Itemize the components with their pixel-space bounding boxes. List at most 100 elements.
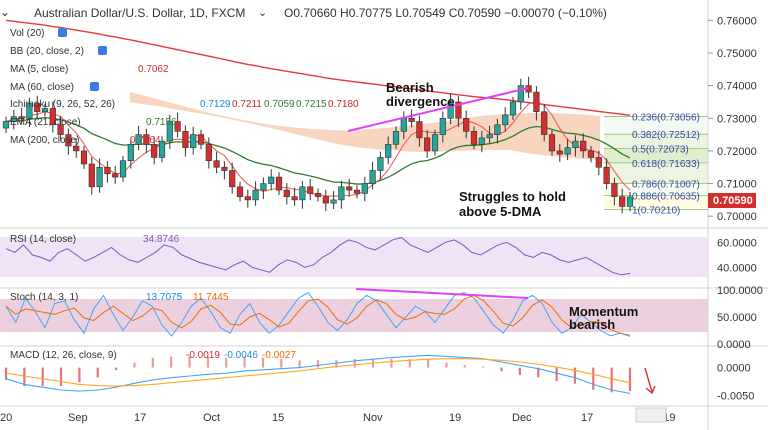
rsi-axis: 60.0000 40.0000: [717, 237, 757, 274]
vol-legend[interactable]: Vol (20): [10, 28, 44, 39]
candle-body: [252, 189, 259, 201]
ema-value: 0.7156: [146, 117, 177, 128]
price-divergence-line[interactable]: [347, 87, 529, 132]
annotation-line-1: Momentum: [569, 304, 638, 319]
candle-body: [587, 150, 595, 158]
fib-level-label: 0.236(0.73056): [632, 112, 700, 123]
time-tick-label: Nov: [363, 412, 383, 424]
candle-body: [416, 121, 423, 139]
price-tick-label: 0.74000: [717, 81, 757, 93]
candle-body: [494, 124, 501, 135]
macd-value-signal: -0.0027: [262, 350, 296, 361]
candle-body: [619, 196, 626, 207]
candle-body: [509, 101, 517, 116]
rsi-line: [5, 236, 631, 276]
macd-value-hist: -0.0019: [186, 350, 220, 361]
candle-body: [455, 101, 462, 119]
time-tick-label: 17: [134, 412, 146, 424]
stoch-divergence-line[interactable]: [355, 288, 529, 299]
candle-body: [26, 103, 33, 119]
down-arrow-icon: [644, 367, 656, 395]
stoch-tick-label: 0.0000: [717, 339, 751, 351]
candle-body: [369, 170, 376, 184]
macd-signal-line: [5, 358, 631, 387]
ichimoku-value-3: 0.7059: [264, 99, 295, 110]
candle-body: [377, 157, 384, 171]
time-cursor-tag: [635, 407, 667, 423]
bb-legend[interactable]: BB (20, close, 2): [10, 46, 84, 57]
candle-body: [158, 140, 166, 158]
candle-body: [470, 131, 478, 145]
fib-level-label: 0.5(0.72073): [632, 145, 689, 156]
candle-body: [463, 117, 470, 132]
candle-body: [307, 186, 314, 194]
time-tick-label: 20: [0, 412, 12, 424]
stoch-k-value: 13.7075: [146, 292, 183, 303]
stoch-tick-label: 50.0000: [717, 312, 757, 324]
eye-icon[interactable]: [98, 46, 107, 55]
candle-body: [73, 145, 80, 152]
candle-body: [143, 134, 150, 145]
stoch-band: [0, 299, 708, 332]
candle-body: [548, 134, 556, 152]
price-tick-label: 0.71000: [717, 179, 757, 191]
macd-legend[interactable]: MACD (12, 26, close, 9): [10, 350, 117, 361]
ma200-legend[interactable]: MA (200, close): [10, 135, 79, 146]
ohlc-readout: O0.70660 H0.70775 L0.70549 C0.70590 −0.0…: [284, 6, 607, 20]
candle-body: [424, 137, 431, 152]
last-price-tag: [708, 193, 756, 208]
ema-legend[interactable]: EMA (21, close): [10, 117, 81, 128]
ma200-line: [5, 19, 631, 117]
price-tick-label: 0.76000: [717, 15, 757, 27]
candle-body: [151, 144, 158, 158]
candle-body: [431, 134, 439, 152]
candle-body: [580, 140, 587, 152]
candle-body: [603, 166, 610, 184]
candle-body: [166, 121, 173, 142]
candle-body: [330, 199, 337, 204]
candle-body: [205, 144, 212, 162]
candle-body: [174, 121, 181, 132]
candle-body: [408, 117, 415, 122]
candle-body: [626, 196, 634, 207]
candle-body: [96, 166, 103, 188]
candle-body: [275, 176, 283, 191]
candle-body: [41, 108, 49, 113]
candle-body: [268, 176, 275, 184]
rsi-tick-label: 60.0000: [717, 237, 757, 249]
stoch-axis: 100.0000 50.0000 0.0000: [717, 285, 763, 351]
stoch-d-value: 11.7445: [193, 292, 229, 303]
chevron-down-icon[interactable]: ⌄: [0, 5, 10, 19]
candle-body: [314, 193, 322, 197]
fib-level-label: 0.786(0.71007): [632, 179, 700, 190]
eye-icon[interactable]: [90, 82, 99, 91]
ma60-legend[interactable]: MA (60, close): [10, 82, 74, 93]
stoch-legend[interactable]: Stoch (14, 3, 1): [10, 292, 78, 303]
candle-body: [88, 163, 95, 188]
candle-body: [197, 134, 205, 145]
ichimoku-legend[interactable]: Ichimoku (9, 26, 52, 26): [10, 99, 115, 110]
candle-body: [478, 137, 485, 145]
candle-body: [236, 186, 244, 197]
last-price-label: 0.70590: [713, 195, 753, 207]
candle-body: [346, 186, 353, 191]
ma5-legend[interactable]: MA (5, close): [10, 64, 68, 75]
eye-icon[interactable]: [58, 28, 67, 37]
time-tick-label: 17: [581, 412, 593, 424]
candle-body: [541, 111, 548, 135]
candle-body: [385, 144, 392, 158]
chevron-icon[interactable]: ⌄: [258, 7, 267, 19]
ma200-value: 0.7364: [130, 135, 161, 146]
candle-body: [595, 157, 602, 168]
candle-body: [392, 131, 400, 145]
rsi-legend[interactable]: RSI (14, close): [10, 234, 76, 245]
fib-level-label: 0.886(0.70635): [632, 191, 700, 202]
macd-histogram: [4, 356, 632, 393]
candle-body: [57, 124, 64, 135]
rsi-tick-label: 40.0000: [717, 262, 757, 274]
fib-band: [604, 116, 708, 135]
chart-title: Australian Dollar/U.S. Dollar, 1D, FXCM: [34, 6, 245, 20]
candle-body: [229, 170, 236, 188]
fib-band: [604, 134, 708, 149]
struggles-annotation: Struggles to hold above 5-DMA: [459, 189, 570, 219]
